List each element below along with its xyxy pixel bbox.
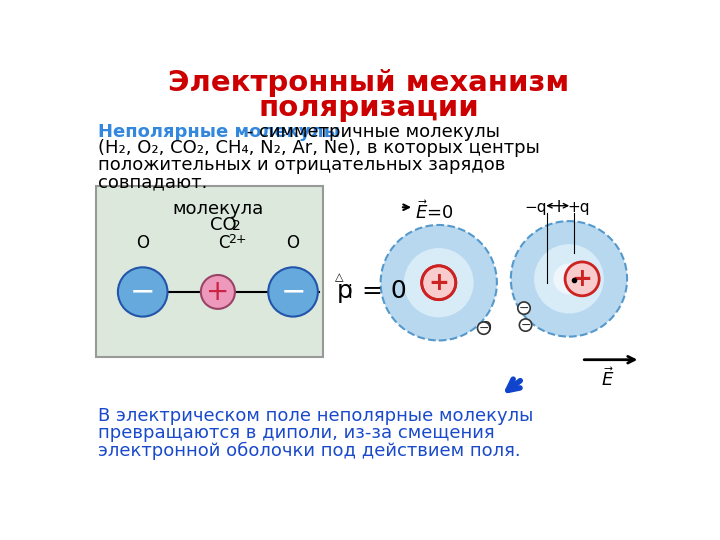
Circle shape [554, 264, 585, 294]
Text: CO: CO [210, 217, 237, 234]
Circle shape [518, 302, 530, 314]
Circle shape [201, 275, 235, 309]
Text: −: − [280, 278, 306, 306]
Text: положительных и отрицательных зарядов: положительных и отрицательных зарядов [98, 157, 505, 174]
Text: превращаются в диполи, из-за смещения: превращаются в диполи, из-за смещения [98, 424, 495, 442]
Text: −q: −q [524, 200, 547, 214]
Text: Неполярные молекулы: Неполярные молекулы [98, 123, 340, 140]
Text: Θ: Θ [480, 321, 491, 336]
Text: 2: 2 [232, 219, 240, 233]
Text: Электронный механизм: Электронный механизм [168, 69, 570, 97]
Circle shape [269, 267, 318, 316]
FancyBboxPatch shape [96, 186, 323, 357]
Text: - симметричные молекулы: - симметричные молекулы [241, 123, 500, 140]
Circle shape [519, 319, 532, 331]
Text: O: O [287, 234, 300, 252]
Text: l: l [557, 200, 561, 214]
Text: +: + [428, 271, 449, 295]
Text: p: p [336, 279, 352, 303]
Text: = 0: = 0 [354, 279, 406, 303]
Text: (H₂, O₂, CO₂, CH₄, N₂, Ar, Ne), в которых центры: (H₂, O₂, CO₂, CH₄, N₂, Ar, Ne), в которы… [98, 139, 539, 158]
Text: $\vec{E}$: $\vec{E}$ [601, 367, 614, 390]
Circle shape [404, 248, 474, 318]
Circle shape [422, 266, 456, 300]
Text: i: i [347, 284, 352, 302]
Text: O: O [136, 234, 149, 252]
Text: 2+: 2+ [228, 233, 246, 246]
Text: C: C [218, 234, 230, 252]
Text: −: − [521, 319, 531, 332]
Circle shape [565, 262, 599, 296]
Text: поляризации: поляризации [258, 94, 480, 122]
Text: +: + [572, 267, 593, 291]
Text: $\vec{E}$=0: $\vec{E}$=0 [415, 200, 454, 223]
Text: совпадают.: совпадают. [98, 173, 207, 191]
Text: В электрическом поле неполярные молекулы: В электрическом поле неполярные молекулы [98, 408, 533, 426]
Text: электронной оболочки под действием поля.: электронной оболочки под действием поля. [98, 441, 521, 460]
Circle shape [534, 244, 604, 314]
Circle shape [381, 225, 497, 340]
Text: −: − [130, 278, 156, 306]
Text: −: − [479, 322, 489, 335]
Text: +: + [206, 278, 230, 306]
Text: молекула: молекула [172, 200, 264, 218]
Circle shape [118, 267, 168, 316]
Circle shape [510, 221, 627, 336]
Circle shape [477, 322, 490, 334]
Text: −: − [518, 302, 529, 315]
Text: △: △ [336, 273, 344, 283]
Text: +q: +q [568, 200, 590, 214]
Circle shape [423, 267, 454, 298]
